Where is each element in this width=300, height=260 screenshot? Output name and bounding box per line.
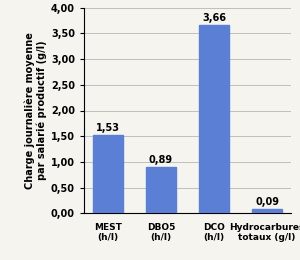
Y-axis label: Charge journalière moyenne
par salarié productif (g/l): Charge journalière moyenne par salarié p… xyxy=(24,32,47,189)
Text: 1,53: 1,53 xyxy=(96,122,120,133)
Text: 0,89: 0,89 xyxy=(149,155,173,165)
Text: 3,66: 3,66 xyxy=(202,13,226,23)
Bar xyxy=(200,25,229,213)
Text: 0,09: 0,09 xyxy=(255,197,279,206)
Bar xyxy=(146,167,176,213)
Bar xyxy=(252,209,282,213)
Bar xyxy=(93,135,123,213)
